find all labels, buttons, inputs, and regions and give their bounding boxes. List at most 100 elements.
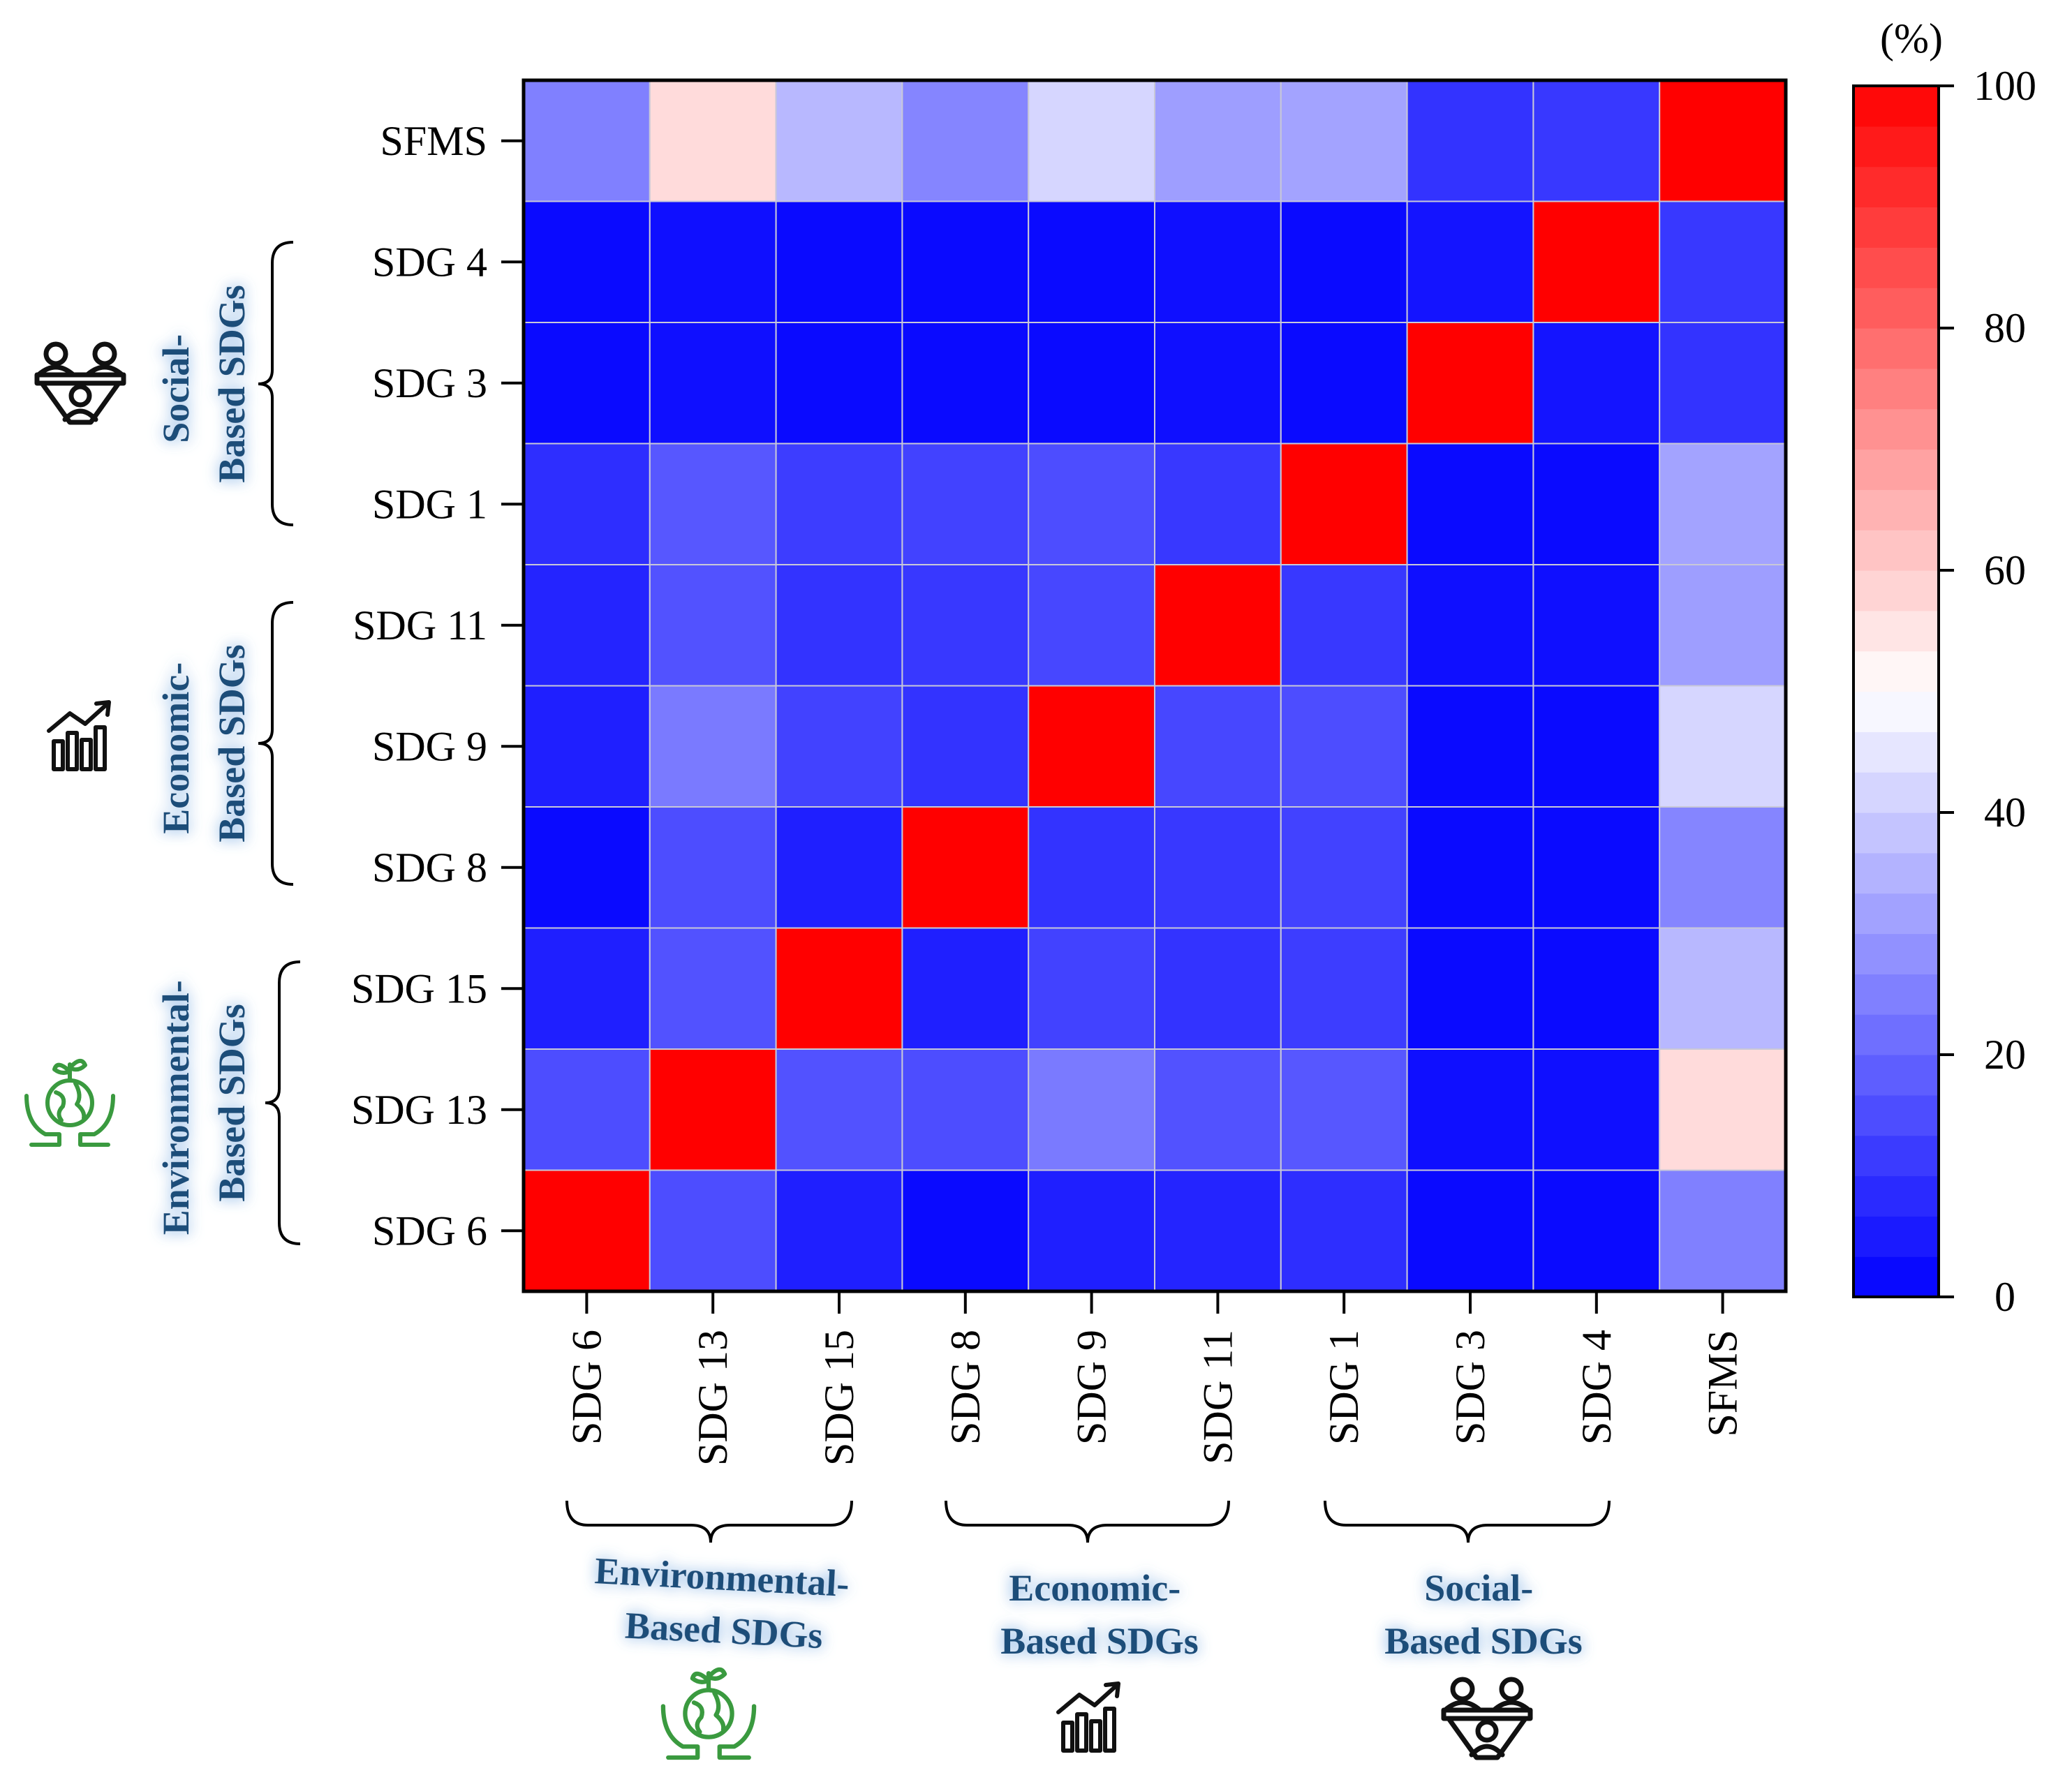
colorbar-step — [1853, 610, 1939, 652]
heatmap-cell — [1154, 443, 1282, 565]
heatmap-cell — [1028, 200, 1155, 323]
heatmap-cell — [1532, 1169, 1661, 1292]
colorbar-step — [1853, 812, 1939, 854]
heatmap-cell — [1406, 200, 1534, 323]
bottom-label-social: Social- Based SDGs — [1384, 1567, 1583, 1662]
heatmap-cell — [1406, 322, 1534, 445]
colorbar-step — [1853, 288, 1939, 329]
heatmap-cell — [1154, 1048, 1282, 1171]
y-tick-label: SDG 15 — [351, 965, 487, 1011]
heatmap-cell — [901, 1169, 1030, 1292]
colorbar-step — [1853, 86, 1939, 127]
colorbar-step — [1853, 651, 1939, 692]
colorbar-step — [1853, 1055, 1939, 1096]
x-tick-label: SDG 9 — [1069, 1330, 1115, 1445]
heatmap-cell — [1532, 443, 1661, 565]
heatmap-cell — [1154, 685, 1282, 808]
bottom-label-environmental: Environmental- Based SDGs — [591, 1550, 859, 1658]
heatmap-cell — [1280, 443, 1408, 565]
heatmap-cell — [901, 564, 1030, 687]
heatmap-cell — [1532, 80, 1661, 202]
x-tick-label: SDG 11 — [1194, 1330, 1241, 1464]
bottom-bracket-economic — [945, 1500, 1230, 1543]
heatmap-cell — [1659, 685, 1786, 808]
left-label-environmental: Environmental- Based SDGs — [155, 971, 253, 1235]
heatmap-cell — [523, 685, 651, 808]
earth-in-hands-icon — [24, 1059, 115, 1147]
heatmap-cell — [775, 685, 903, 808]
people-support-icon — [34, 341, 126, 425]
earth-in-hands-icon — [660, 1667, 757, 1760]
heatmap-cell — [901, 80, 1030, 202]
colorbar-step — [1853, 1135, 1939, 1177]
y-tick-label: SDG 11 — [353, 602, 487, 648]
heatmap-cell — [1028, 927, 1155, 1050]
left-group-brackets — [258, 241, 301, 1245]
heatmap-cell — [1028, 685, 1155, 808]
heatmap-cell — [523, 1169, 651, 1292]
colorbar-step — [1853, 449, 1939, 490]
colorbar-step — [1853, 691, 1939, 732]
heatmap-cell — [1280, 564, 1408, 687]
heatmap-cell — [1280, 80, 1408, 202]
heatmap-cell — [901, 200, 1030, 323]
heatmap-cell — [775, 443, 903, 565]
x-tick-label: SDG 8 — [942, 1330, 989, 1445]
heatmap-cell — [775, 1048, 903, 1171]
heatmap-cell — [1659, 927, 1786, 1050]
colorbar-tick-label: 40 — [1984, 789, 2026, 836]
colorbar-step — [1853, 1014, 1939, 1055]
y-tick-label: SDG 3 — [372, 360, 487, 406]
heatmap-cell — [1659, 806, 1786, 929]
heatmap-cell — [901, 1048, 1030, 1171]
heatmap-cell — [1406, 1048, 1534, 1171]
heatmap-cell — [1028, 322, 1155, 445]
colorbar-step — [1853, 974, 1939, 1015]
colorbar-step — [1853, 933, 1939, 974]
y-tick-label: SDG 8 — [372, 845, 487, 891]
colorbar-tick-label: 0 — [1995, 1274, 2015, 1320]
heatmap-cell — [523, 927, 651, 1050]
heatmap-cell — [649, 1048, 777, 1171]
x-tick-label: SDG 13 — [690, 1330, 736, 1466]
x-tick-label: SDG 1 — [1321, 1330, 1367, 1445]
colorbar-step — [1853, 1256, 1939, 1298]
heatmap-cell — [1659, 1169, 1786, 1292]
growth-chart-icon — [1056, 1681, 1120, 1753]
colorbar-tick-label: 100 — [1974, 63, 2036, 109]
y-tick-label: SDG 9 — [372, 723, 487, 769]
heatmap-cell — [1154, 806, 1282, 929]
left-label-economic: Economic- Based SDGs — [155, 644, 253, 842]
colorbar-step — [1853, 328, 1939, 369]
heatmap-cell — [775, 564, 903, 687]
heatmap-cell — [1406, 806, 1534, 929]
heatmap-cell — [1028, 80, 1155, 202]
colorbar-step — [1853, 207, 1939, 248]
heatmap-cell — [1532, 685, 1661, 808]
plot-frame — [521, 78, 1788, 1293]
heatmap-cell — [1659, 200, 1786, 323]
heatmap-cell — [1532, 806, 1661, 929]
heatmap-cell — [1659, 80, 1786, 202]
colorbar-step — [1853, 166, 1939, 208]
x-tick-label: SDG 4 — [1574, 1330, 1620, 1445]
growth-chart-icon — [47, 700, 111, 771]
colorbar-step — [1853, 772, 1939, 813]
heatmap-cell — [775, 200, 903, 323]
heatmap-cell — [1028, 1169, 1155, 1292]
heatmap-cell — [649, 685, 777, 808]
left-group-labels: Social- Based SDGs Economic- Based SDGs … — [155, 285, 253, 1235]
heatmap-cell — [1406, 685, 1534, 808]
heatmap-cell — [1532, 564, 1661, 687]
colorbar-step — [1853, 732, 1939, 773]
colorbar-tick-label: 20 — [1984, 1032, 2026, 1078]
heatmap-cell — [1532, 927, 1661, 1050]
x-tick-label: SDG 3 — [1447, 1330, 1493, 1445]
heatmap-cell — [649, 927, 777, 1050]
heatmap-cell — [1028, 806, 1155, 929]
x-axis: SDG 6 SDG 13 SDG 15 SDG 8 SDG 9 SDG 11 SDG 1 SD… — [563, 1291, 1746, 1466]
colorbar-step — [1853, 247, 1939, 288]
heatmap-cell — [649, 1169, 777, 1292]
colorbar-step — [1853, 530, 1939, 571]
bottom-group-brackets — [565, 1500, 1611, 1543]
